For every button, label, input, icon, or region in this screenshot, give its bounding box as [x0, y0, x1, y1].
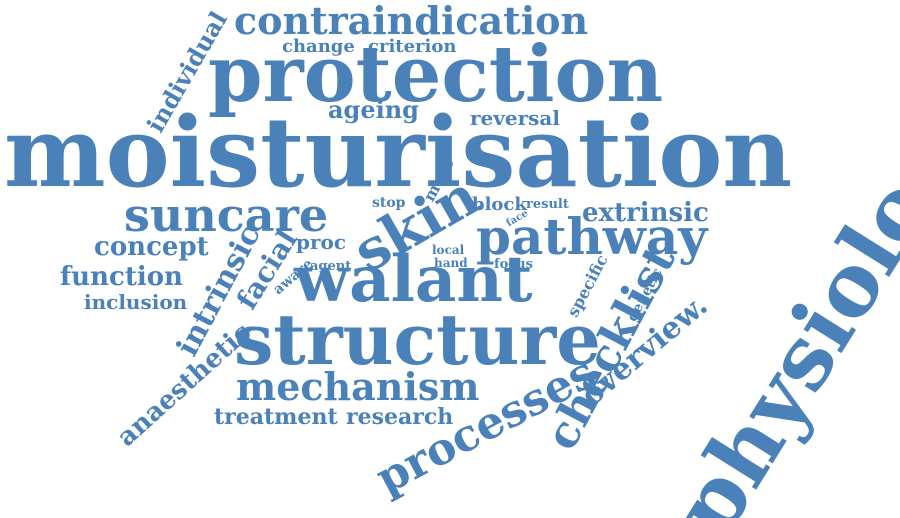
word-result: result — [526, 197, 569, 212]
word-criterion: criterion — [368, 36, 457, 57]
word-function: function — [60, 262, 183, 292]
word-protection: protection — [208, 29, 664, 120]
word-agent: agent — [310, 259, 352, 274]
word-focus: focus — [494, 257, 533, 272]
word-ageing: ageing — [328, 95, 419, 124]
word-moisturisation: moisturisation — [4, 96, 793, 209]
word-contraindication: contraindication — [234, 0, 589, 43]
word-hand: hand — [434, 256, 468, 270]
word-concept: concept — [94, 232, 209, 262]
word-stop: stop — [372, 195, 406, 211]
word-suncare: suncare — [124, 188, 329, 242]
word-treatment: treatment — [214, 404, 338, 430]
word-structure: structure — [234, 298, 601, 381]
word-pathway: pathway — [476, 207, 708, 266]
word-block: block — [472, 194, 527, 215]
word-mechanism: mechanism — [236, 364, 480, 409]
word-walant: walant — [294, 242, 533, 317]
word-inclusion: inclusion — [84, 290, 188, 314]
word-research: research — [346, 404, 454, 430]
word-extrinsic: extrinsic — [582, 198, 709, 228]
word-change: change — [282, 36, 355, 57]
word-local: local — [432, 243, 465, 257]
word-proc: proc — [296, 230, 347, 254]
word-reversal: reversal — [470, 106, 560, 130]
